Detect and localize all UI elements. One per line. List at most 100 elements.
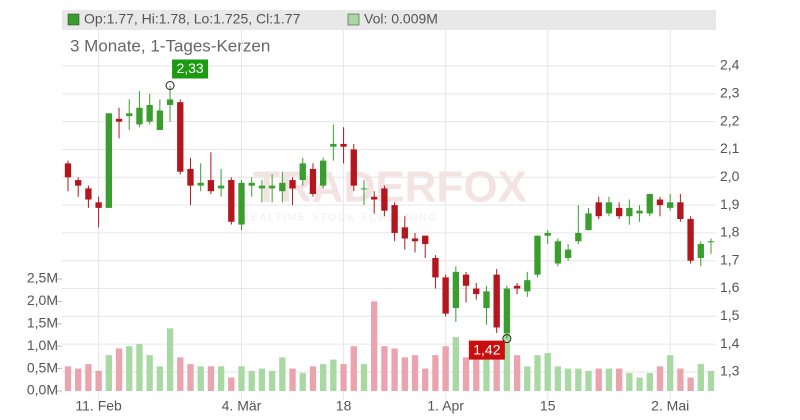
volume-bar <box>636 377 643 391</box>
plot: 1,3 1,4 1,5 1,6 1,7 1,8 1,9 2,0 2,1 2,2 2,3 2,4 0,0M… <box>27 30 740 414</box>
candle-body <box>228 180 235 222</box>
volume-bar <box>350 346 357 391</box>
volume-bar <box>411 355 419 391</box>
candle-body <box>309 168 317 194</box>
volume-bar <box>452 337 460 391</box>
volume-bar <box>146 355 153 391</box>
candle-body <box>483 291 490 309</box>
volume-bar <box>248 370 255 391</box>
candle-body <box>401 227 408 239</box>
legend-entry: Vol: 0.009M <box>364 11 438 27</box>
candle-body <box>442 277 449 314</box>
candle-body <box>360 188 368 190</box>
annotation-label: 2,33 <box>176 60 203 76</box>
volume-bar <box>217 366 225 391</box>
y2-tick-label: 1,0M <box>27 337 58 353</box>
candle-body <box>473 288 480 295</box>
volume-bar <box>575 368 582 391</box>
candle-body <box>299 163 306 181</box>
candle-body <box>503 288 511 334</box>
volume-bar <box>197 366 204 391</box>
volume-bar <box>697 364 704 391</box>
volume-bar <box>615 368 623 391</box>
x-tick-label: 4. Mär <box>222 398 262 414</box>
volume-bar <box>687 377 694 391</box>
candle-body <box>177 102 184 172</box>
candle-body <box>411 238 419 242</box>
candle-body <box>126 113 133 117</box>
candle-body <box>493 274 500 328</box>
volume-bar <box>667 355 674 391</box>
volume-bar <box>432 355 439 391</box>
candle-body <box>248 182 255 186</box>
y-tick-label: 1,4 <box>720 335 740 351</box>
candle-body <box>217 185 225 189</box>
volume-bar <box>626 373 633 391</box>
volume-bar <box>656 366 664 391</box>
volume-bar <box>319 364 327 391</box>
annotation-label: 1,42 <box>473 341 500 357</box>
volume-bar <box>166 328 174 391</box>
legend-bar <box>62 10 716 30</box>
candle-body <box>115 118 123 122</box>
x-tick-label: 15 <box>540 398 556 414</box>
candle-body <box>524 280 531 292</box>
y-tick-label: 2,2 <box>720 112 740 128</box>
volume-bar <box>360 364 368 391</box>
volume-bar <box>330 359 337 391</box>
volume-bar <box>544 352 551 391</box>
candle-body <box>166 99 174 105</box>
candle-body <box>452 271 460 309</box>
volume-bar <box>228 377 235 391</box>
candle-body <box>289 180 296 189</box>
volume-bar <box>442 346 449 391</box>
volume-bar <box>75 368 82 391</box>
volume-bar <box>483 355 490 391</box>
candle-body <box>95 202 102 208</box>
candle-body <box>207 180 215 192</box>
extreme-marker <box>165 80 175 90</box>
candle-body <box>615 207 623 217</box>
volume-bar <box>268 370 276 391</box>
volume-bar <box>554 366 562 391</box>
volume-bar <box>493 350 500 391</box>
volume-bar <box>401 357 408 391</box>
candle-body <box>156 110 164 131</box>
volume-bar <box>422 368 429 391</box>
candle-body <box>575 232 582 242</box>
candle-body <box>605 202 613 214</box>
volume-bar <box>85 364 92 391</box>
volume-bar <box>238 366 245 391</box>
volume-bar <box>279 357 286 391</box>
volume-bar <box>595 368 602 391</box>
volume-bar <box>564 368 572 391</box>
volume-bar <box>585 370 592 391</box>
volume-bar <box>513 355 521 391</box>
watermark: REALTIME STOCK SCREENING <box>242 213 439 224</box>
candle-body <box>105 113 112 208</box>
candle-body <box>64 163 72 178</box>
volume-bar <box>503 332 511 391</box>
legend-swatch <box>347 13 360 26</box>
y2-tick-label: 2,0M <box>27 292 58 308</box>
y2-tick-label: 2,5M <box>27 270 58 286</box>
volume-bar <box>126 346 133 391</box>
candle-body <box>656 199 664 206</box>
candle-body <box>636 210 643 214</box>
y-tick-label: 1,7 <box>720 251 740 267</box>
volume-bar <box>115 348 123 391</box>
volume-bar <box>309 366 317 391</box>
candle-body <box>626 207 633 217</box>
candle-body <box>187 168 194 186</box>
volume-bar <box>462 357 470 391</box>
volume-bar <box>299 373 306 391</box>
candle-body <box>75 180 82 186</box>
volume-bar <box>371 301 378 391</box>
volume-bar <box>473 357 480 391</box>
volume-bar <box>95 370 102 391</box>
volume-bar <box>64 366 72 391</box>
candle-body <box>544 232 551 236</box>
volume-bar <box>605 368 613 391</box>
candle-body <box>697 244 704 258</box>
candle-body <box>585 213 592 231</box>
